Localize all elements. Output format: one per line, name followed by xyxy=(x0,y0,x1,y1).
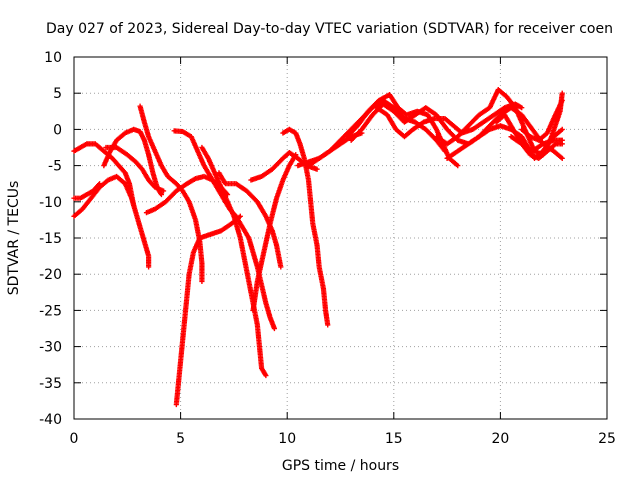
grid xyxy=(74,57,607,419)
y-tick-label: -5 xyxy=(48,159,62,175)
series-arc-j xyxy=(199,144,269,379)
x-tick-label: 10 xyxy=(278,431,296,447)
data-point xyxy=(278,264,284,270)
series-arc-f xyxy=(137,103,205,285)
y-tick-label: -20 xyxy=(39,267,62,283)
data-point xyxy=(559,141,565,147)
series-arc-m xyxy=(280,126,331,328)
y-tick-label: 10 xyxy=(44,50,62,66)
x-tick-label: 5 xyxy=(176,431,185,447)
series-arc-b xyxy=(101,126,165,198)
data-point xyxy=(271,325,278,332)
y-tick-label: -10 xyxy=(39,195,62,211)
series-arc-w xyxy=(493,112,565,161)
y-tick-label: -40 xyxy=(39,412,62,428)
data-point xyxy=(146,264,152,270)
data-point xyxy=(519,105,525,111)
x-axis-label: GPS time / hours xyxy=(282,458,399,474)
series-arc-l xyxy=(250,152,299,313)
chart-title: Day 027 of 2023, Sidereal Day-to-day VTE… xyxy=(46,21,613,37)
data-point xyxy=(263,372,269,379)
data-point xyxy=(559,90,565,96)
data-point xyxy=(237,213,243,219)
series-arc-e xyxy=(71,181,103,201)
data-point xyxy=(559,126,565,132)
y-tick-label: 5 xyxy=(53,86,62,102)
data-marks xyxy=(71,86,565,408)
y-tick-label: -25 xyxy=(39,303,62,319)
series-arc-c xyxy=(103,144,167,194)
x-tick-label: 0 xyxy=(70,431,79,447)
data-point xyxy=(559,97,565,104)
x-tick-label: 15 xyxy=(385,431,403,447)
y-tick-label: -15 xyxy=(39,231,62,247)
data-point xyxy=(160,188,167,194)
data-point xyxy=(314,166,320,172)
data-point xyxy=(96,181,103,187)
data-point xyxy=(199,278,205,285)
y-tick-label: -35 xyxy=(39,376,62,392)
plot-frame xyxy=(73,56,608,420)
data-point xyxy=(559,155,565,161)
y-tick-label: 0 xyxy=(53,122,62,138)
axis-ticks: 0 5 10 15 20 25 10 5 0 -5 -10 -15 -20 -25 -30 -35 -40 xyxy=(39,50,616,447)
y-tick-label: -30 xyxy=(39,340,62,356)
y-axis-label: SDTVAR / TECUs xyxy=(6,181,22,296)
x-tick-label: 25 xyxy=(598,431,616,447)
data-point xyxy=(158,191,165,198)
data-point xyxy=(325,322,331,328)
series-arc-i xyxy=(173,213,243,408)
series-arc-d xyxy=(71,173,152,270)
x-tick-label: 20 xyxy=(491,431,509,447)
data-point xyxy=(455,163,461,169)
series-arc-x xyxy=(519,97,565,143)
series-arc-a xyxy=(71,141,137,209)
